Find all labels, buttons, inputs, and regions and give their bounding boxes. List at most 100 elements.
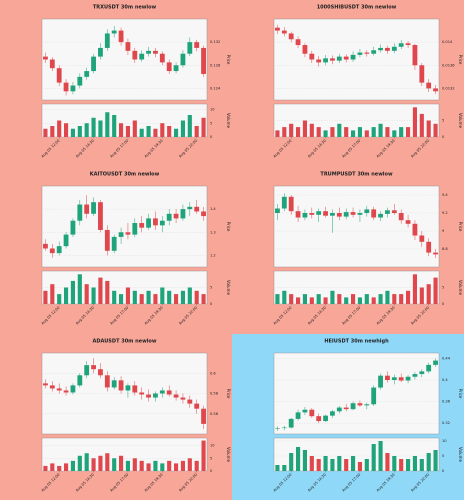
volume-bar	[289, 453, 294, 471]
volume-bar	[371, 297, 376, 304]
candle-body	[281, 30, 287, 34]
chart-panel: HEIUSDT 30m newhigh 0.32 0.36 0.4 0.44 0 5 10 Pr…	[232, 334, 464, 500]
volume-plot-area	[41, 437, 208, 472]
y-tick-label: 8.8	[442, 247, 448, 251]
y-tick-label: 0.0136	[442, 63, 455, 67]
candle-body	[159, 220, 165, 226]
candle-body	[288, 418, 294, 428]
candle-body	[56, 388, 62, 391]
candle-body	[173, 213, 179, 219]
volume-bar	[309, 123, 314, 137]
y-tick-label: 0.44	[442, 356, 451, 360]
volume-bar	[125, 460, 130, 471]
candle-body	[63, 390, 69, 393]
candle-body	[70, 385, 76, 393]
volume-bar	[406, 290, 411, 304]
candle-body	[288, 196, 294, 212]
candle-body	[77, 204, 83, 221]
volume-tick-label: 5	[210, 121, 212, 125]
candle-body	[364, 404, 370, 406]
volume-bar	[43, 128, 48, 137]
candle-body	[159, 53, 165, 63]
candle-body	[91, 202, 96, 214]
chart-title: KAITOUSDT 30m newlow	[90, 172, 160, 178]
price-plot-area	[273, 352, 440, 435]
volume-bar	[160, 123, 165, 137]
volume-bar	[132, 458, 137, 471]
volume-bar	[282, 127, 287, 137]
volume-bar	[132, 290, 137, 304]
volume-axis-label: Volume	[226, 447, 231, 462]
chart-title: HEIUSDT 30m newhigh	[324, 339, 389, 345]
candle-body	[385, 47, 390, 51]
candle-body	[433, 88, 438, 92]
volume-bar	[201, 440, 206, 471]
volume-axis-label: Volume	[226, 113, 231, 128]
candle-body	[132, 50, 138, 60]
candle-body	[187, 206, 193, 210]
chart-title: ADAUSDT 30m newlow	[93, 339, 157, 345]
volume-axis-label: Volume	[226, 280, 231, 295]
candle-body	[125, 232, 131, 235]
volume-tick-label: 0	[442, 302, 445, 306]
y-tick-label: 0.124	[210, 86, 221, 90]
candle-body	[309, 213, 315, 215]
volume-plot-area	[273, 437, 440, 472]
price-axis-label: Price	[458, 55, 463, 65]
y-tick-label: 9.2	[442, 211, 448, 215]
candle-body	[118, 30, 124, 43]
candle-body	[316, 416, 322, 422]
volume-tick-label: 5	[210, 456, 212, 460]
volume-bar	[364, 459, 369, 471]
price-plot-area	[41, 185, 208, 268]
candle-body	[180, 397, 186, 400]
volume-bar	[180, 120, 185, 137]
volume-bar	[180, 290, 185, 304]
volume-bar	[392, 130, 397, 137]
candle-body	[330, 411, 335, 416]
volume-bar	[316, 294, 321, 304]
volume-bar	[167, 290, 172, 304]
volume-bar	[406, 127, 411, 137]
volume-bar	[330, 290, 335, 304]
chart-title: TRXUSDT 30m newlow	[93, 5, 157, 11]
volume-bar	[105, 280, 110, 304]
volume-bar	[316, 459, 321, 471]
volume-bar	[160, 287, 165, 304]
volume-bar	[84, 284, 89, 304]
volume-bar	[132, 120, 137, 137]
candle-body	[323, 58, 328, 63]
candle-body	[371, 50, 377, 54]
candle-body	[201, 408, 206, 424]
candle-body	[405, 220, 411, 224]
candle-body	[43, 383, 48, 386]
volume-tick-label: 0	[442, 469, 445, 473]
volume-bar	[174, 463, 179, 471]
candle-body	[63, 234, 69, 247]
volume-bar	[57, 120, 62, 137]
volume-bar	[187, 458, 192, 471]
candle-body	[84, 365, 90, 376]
chart-title: 1000SHIBUSDT 30m newlow	[317, 5, 397, 11]
volume-bar	[91, 458, 96, 471]
volume-bar	[201, 294, 206, 304]
volume-bar	[357, 297, 362, 304]
candle-body	[173, 65, 179, 72]
candle-body	[398, 43, 404, 47]
candle-body	[316, 211, 322, 215]
volume-bar	[316, 127, 321, 137]
candle-body	[426, 241, 432, 253]
volume-bar	[351, 294, 356, 304]
volume-bar	[385, 127, 390, 137]
candle-body	[91, 56, 96, 72]
volume-bar	[167, 460, 172, 471]
candle-body	[405, 43, 411, 46]
price-axis-label: Price	[226, 55, 231, 65]
volume-bar	[125, 126, 130, 137]
volume-bar	[64, 123, 69, 137]
candle-body	[336, 407, 342, 412]
candle-body	[281, 427, 287, 429]
candle-body	[180, 53, 186, 66]
volume-bar	[412, 274, 417, 304]
volume-bar	[153, 294, 158, 304]
